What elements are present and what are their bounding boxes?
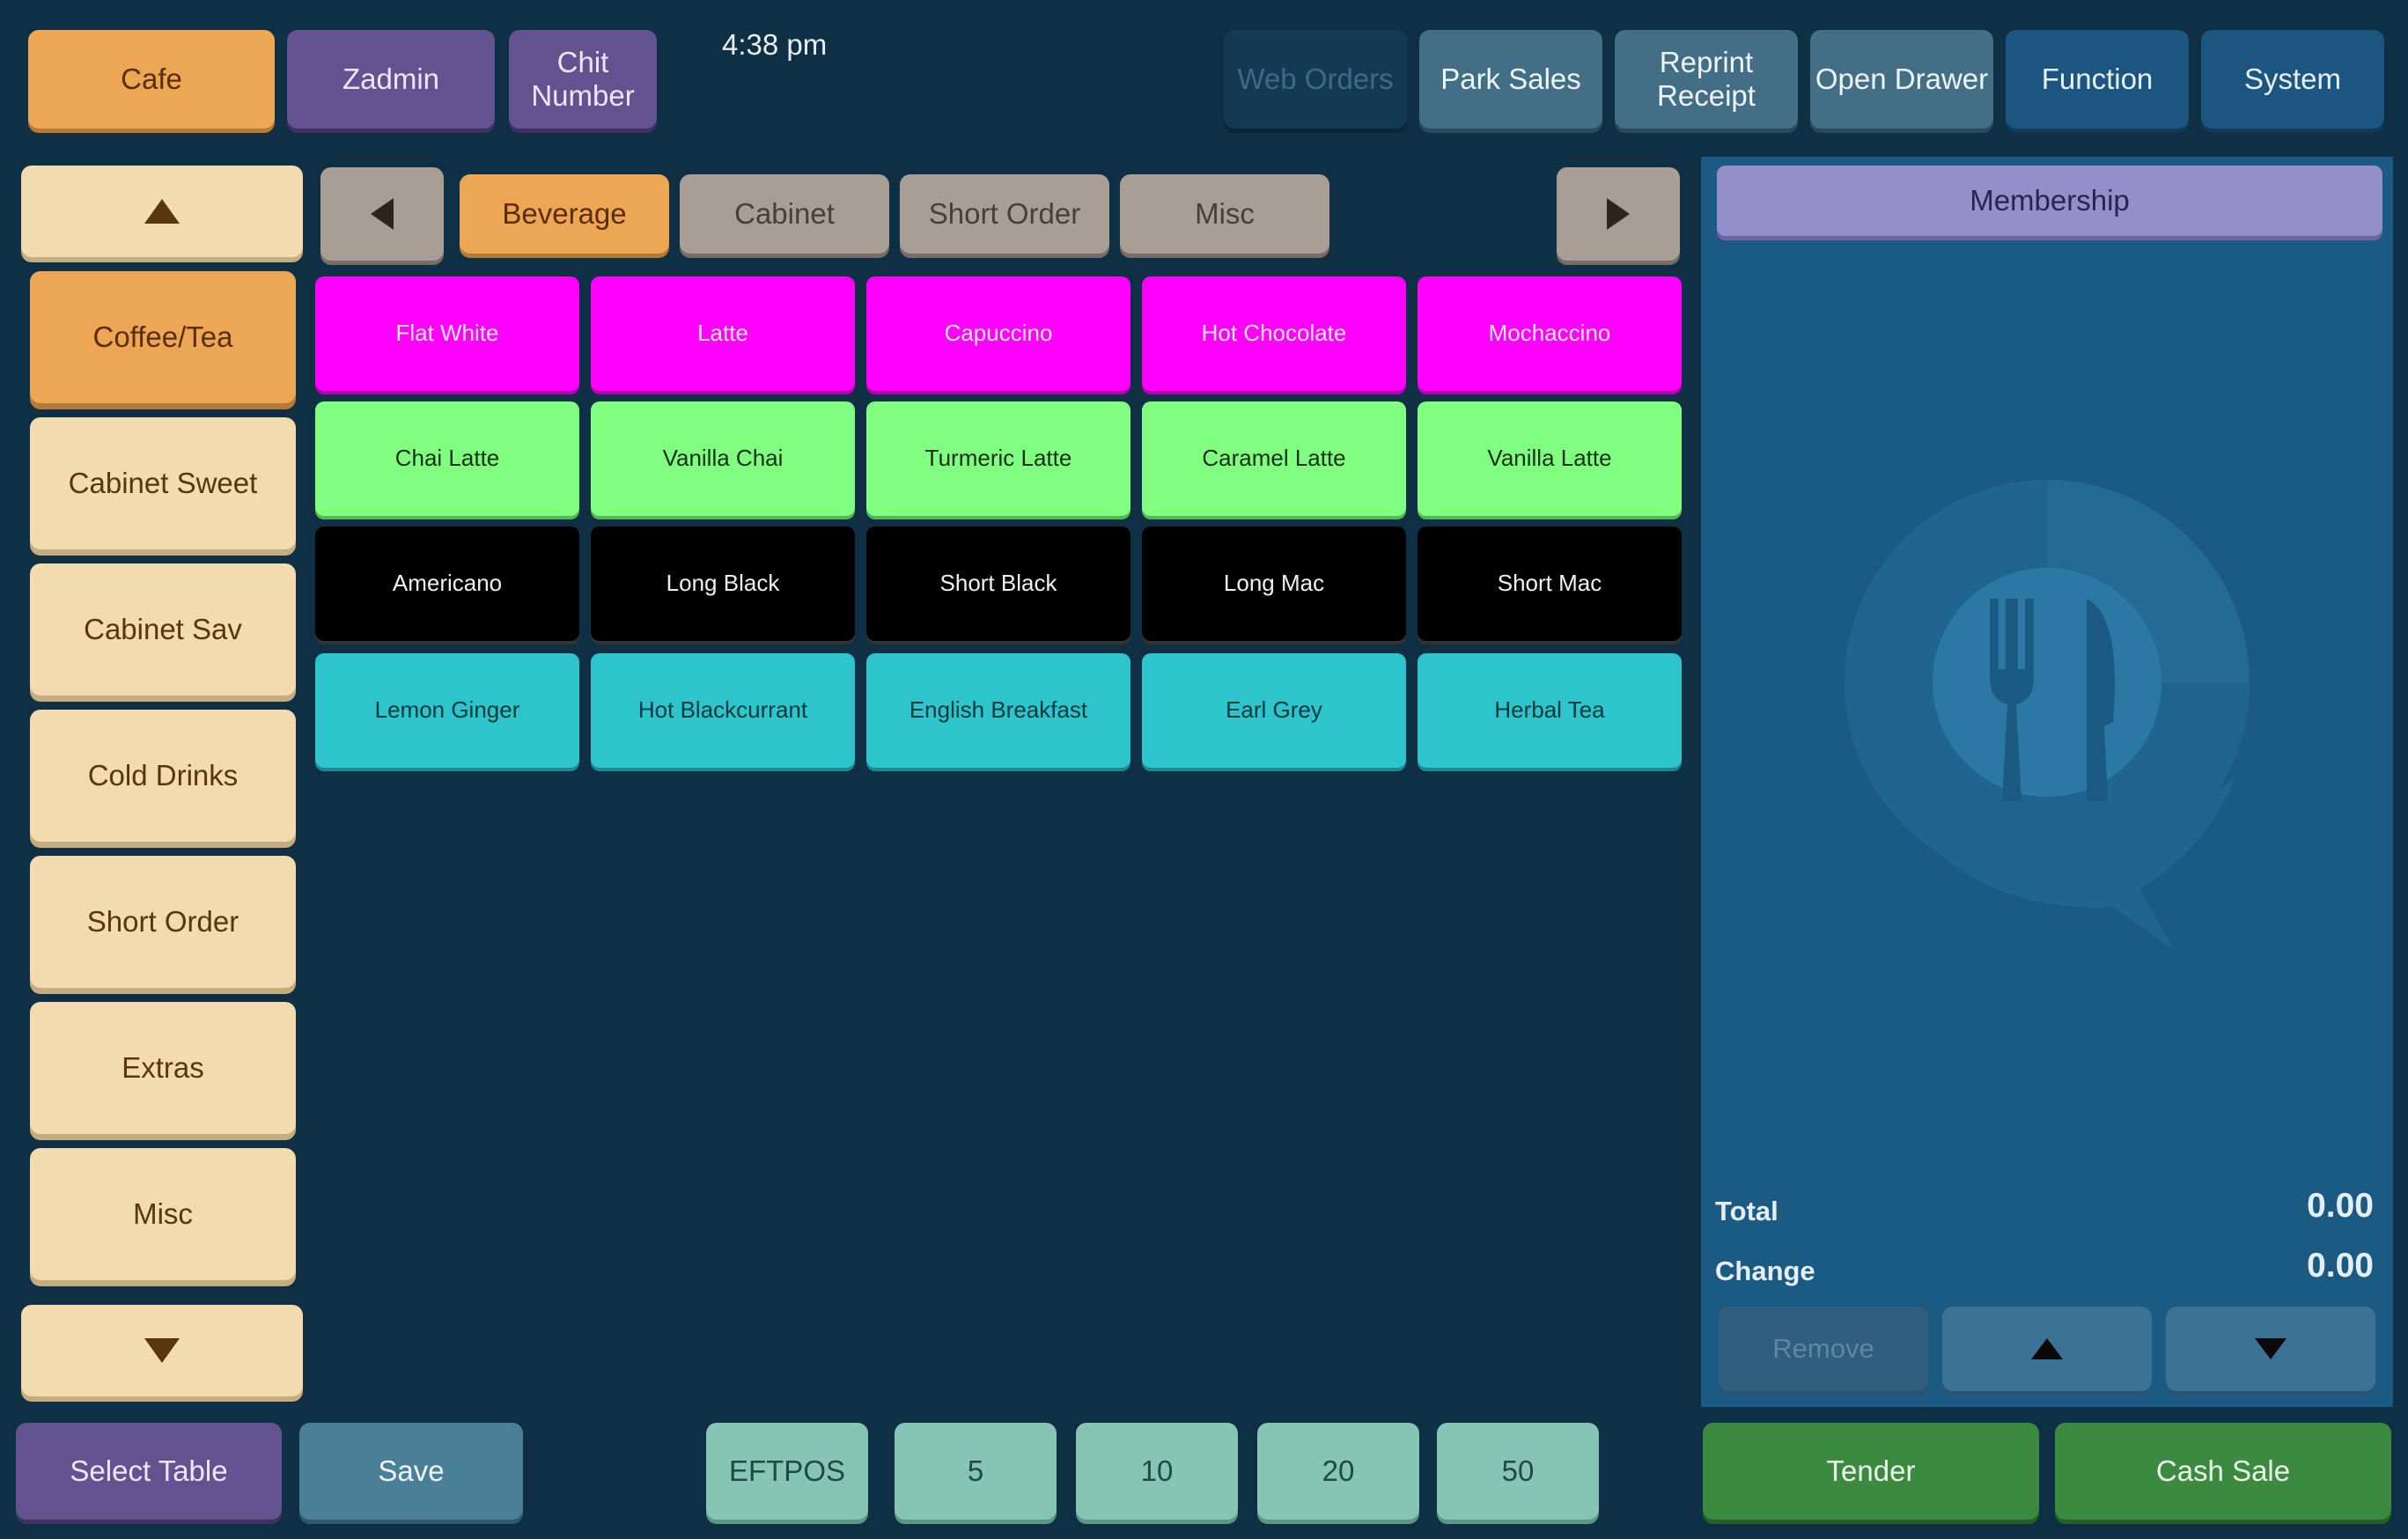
quick-amount-10-button[interactable]: 10 (1076, 1423, 1238, 1520)
tab-prev-button[interactable] (320, 167, 444, 261)
tender-button[interactable]: Tender (1703, 1423, 2039, 1520)
fork-knife-logo-icon (1845, 480, 2250, 951)
park-sales-button[interactable]: Park Sales (1419, 30, 1602, 129)
product-latte[interactable]: Latte (591, 276, 855, 391)
cash-sale-button[interactable]: Cash Sale (2055, 1423, 2391, 1520)
product-chai-latte[interactable]: Chai Latte (315, 401, 579, 516)
product-hot-chocolate[interactable]: Hot Chocolate (1142, 276, 1406, 391)
product-hot-blackcurrant[interactable]: Hot Blackcurrant (591, 653, 855, 768)
product-english-breakfast[interactable]: English Breakfast (866, 653, 1130, 768)
product-turmeric-latte[interactable]: Turmeric Latte (866, 401, 1130, 516)
down-arrow-icon (144, 1338, 180, 1363)
product-herbal-tea[interactable]: Herbal Tea (1418, 653, 1682, 768)
right-arrow-icon (1607, 198, 1630, 230)
system-button[interactable]: System (2201, 30, 2384, 129)
function-button[interactable]: Function (2006, 30, 2189, 129)
change-value: 0.00 (2307, 1247, 2374, 1285)
save-button[interactable]: Save (299, 1423, 523, 1520)
product-americano[interactable]: Americano (315, 526, 579, 641)
category-coffee-tea[interactable]: Coffee/Tea (30, 271, 296, 403)
quick-amount-5-button[interactable]: 5 (895, 1423, 1057, 1520)
quick-amount-50-button[interactable]: 50 (1437, 1423, 1599, 1520)
change-label: Change (1715, 1256, 1815, 1286)
chit-number-button[interactable]: Chit Number (509, 30, 657, 129)
web-orders-button[interactable]: Web Orders (1224, 30, 1407, 129)
membership-button[interactable]: Membership (1717, 166, 2382, 236)
product-caramel-latte[interactable]: Caramel Latte (1142, 401, 1406, 516)
quick-amount-20-button[interactable]: 20 (1257, 1423, 1419, 1520)
product-mochaccino[interactable]: Mochaccino (1418, 276, 1682, 391)
cafe-button[interactable]: Cafe (28, 30, 275, 129)
category-scroll-down-button[interactable] (21, 1305, 303, 1396)
down-arrow-icon (2255, 1338, 2286, 1359)
product-long-black[interactable]: Long Black (591, 526, 855, 641)
tab-cabinet[interactable]: Cabinet (680, 174, 889, 254)
product-long-mac[interactable]: Long Mac (1142, 526, 1406, 641)
select-table-button[interactable]: Select Table (16, 1423, 282, 1520)
product-capuccino[interactable]: Capuccino (866, 276, 1130, 391)
clock-time: 4:38 pm (722, 28, 828, 61)
eftpos-button[interactable]: EFTPOS (706, 1423, 868, 1520)
tab-beverage[interactable]: Beverage (460, 174, 669, 254)
category-misc[interactable]: Misc (30, 1148, 296, 1280)
up-arrow-icon (144, 199, 180, 224)
product-flat-white[interactable]: Flat White (315, 276, 579, 391)
tab-next-button[interactable] (1557, 167, 1680, 261)
product-vanilla-latte[interactable]: Vanilla Latte (1418, 401, 1682, 516)
up-arrow-icon (2031, 1338, 2063, 1359)
order-scroll-up-button[interactable] (1942, 1307, 2152, 1391)
category-cabinet-sav[interactable]: Cabinet Sav (30, 563, 296, 696)
product-short-mac[interactable]: Short Mac (1418, 526, 1682, 641)
product-vanilla-chai[interactable]: Vanilla Chai (591, 401, 855, 516)
product-lemon-ginger[interactable]: Lemon Ginger (315, 653, 579, 768)
product-short-black[interactable]: Short Black (866, 526, 1130, 641)
reprint-receipt-button[interactable]: Reprint Receipt (1615, 30, 1798, 129)
tab-misc[interactable]: Misc (1120, 174, 1329, 254)
total-label: Total (1715, 1196, 1778, 1226)
category-short-order[interactable]: Short Order (30, 856, 296, 988)
left-arrow-icon (371, 198, 394, 230)
open-drawer-button[interactable]: Open Drawer (1810, 30, 1993, 129)
category-extras[interactable]: Extras (30, 1002, 296, 1134)
remove-button[interactable]: Remove (1719, 1307, 1928, 1391)
category-cold-drinks[interactable]: Cold Drinks (30, 710, 296, 842)
order-scroll-down-button[interactable] (2166, 1307, 2375, 1391)
product-earl-grey[interactable]: Earl Grey (1142, 653, 1406, 768)
zadmin-button[interactable]: Zadmin (287, 30, 495, 129)
tab-short-order[interactable]: Short Order (900, 174, 1109, 254)
category-cabinet-sweet[interactable]: Cabinet Sweet (30, 417, 296, 549)
total-value: 0.00 (2307, 1187, 2374, 1225)
category-scroll-up-button[interactable] (21, 166, 303, 257)
